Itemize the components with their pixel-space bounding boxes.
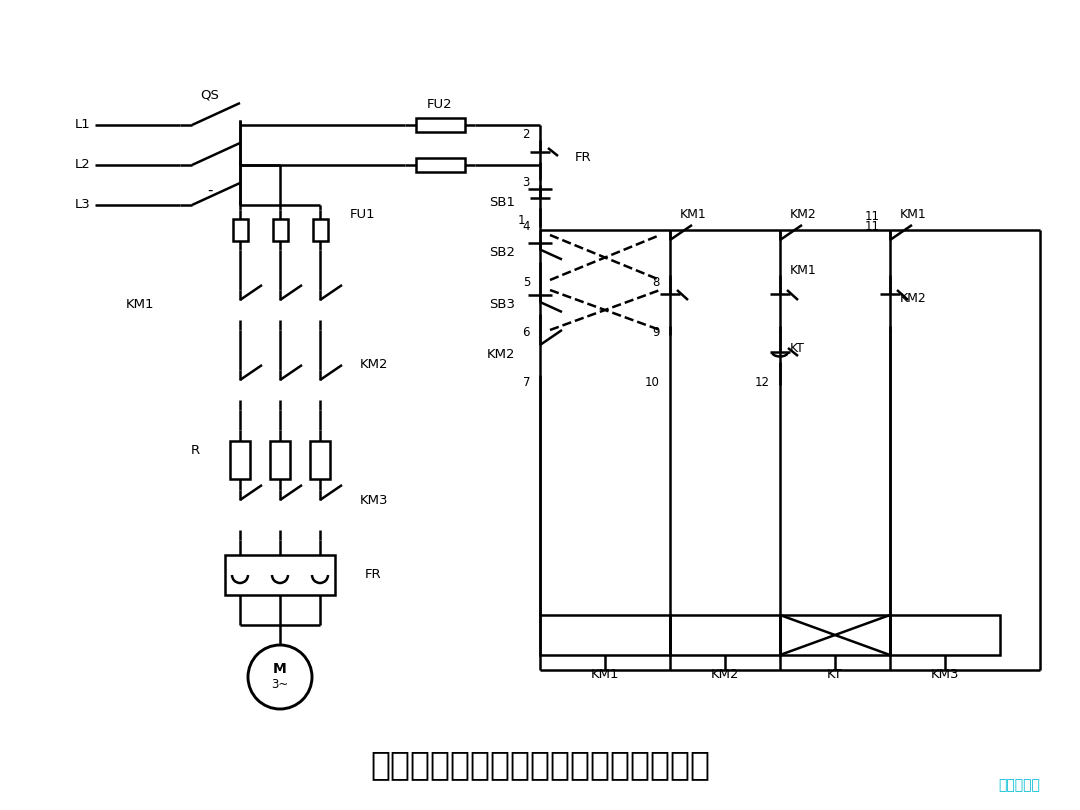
Text: 9: 9 — [652, 326, 660, 339]
Bar — [416, 118, 464, 132]
Text: KM2: KM2 — [360, 359, 389, 372]
Text: 5: 5 — [523, 275, 530, 288]
Text: L3: L3 — [75, 198, 90, 211]
Text: FR: FR — [575, 151, 592, 164]
Text: KM1: KM1 — [789, 263, 816, 276]
Text: KM2: KM2 — [900, 292, 927, 305]
Text: KM2: KM2 — [486, 348, 515, 361]
Text: 3~: 3~ — [271, 679, 288, 692]
Bar — [272, 219, 287, 241]
Bar — [780, 615, 890, 655]
Text: L2: L2 — [75, 159, 90, 172]
Text: 3: 3 — [523, 176, 530, 189]
Text: 12: 12 — [755, 376, 770, 389]
Text: KM1: KM1 — [591, 668, 619, 681]
Text: 11: 11 — [865, 211, 880, 224]
Bar — [230, 441, 249, 480]
Text: 11: 11 — [865, 220, 880, 233]
Text: KM1: KM1 — [680, 208, 706, 221]
Text: 6: 6 — [523, 326, 530, 339]
Text: 1: 1 — [517, 214, 525, 227]
Text: -: - — [207, 182, 213, 198]
Bar — [310, 441, 330, 480]
Text: FU2: FU2 — [428, 99, 453, 112]
Text: KM1: KM1 — [900, 208, 927, 221]
Text: 7: 7 — [523, 376, 530, 389]
Text: 2: 2 — [523, 129, 530, 142]
Bar — [416, 158, 464, 172]
Text: SB3: SB3 — [489, 299, 515, 312]
Bar — [670, 615, 780, 655]
Text: FR: FR — [365, 569, 381, 582]
Text: 4: 4 — [523, 220, 530, 233]
Text: KM3: KM3 — [931, 668, 959, 681]
Text: QS: QS — [201, 88, 219, 101]
Text: KM2: KM2 — [711, 668, 739, 681]
Bar — [312, 219, 327, 241]
Bar — [540, 615, 670, 655]
Text: KM2: KM2 — [789, 208, 816, 221]
Text: FU1: FU1 — [350, 208, 376, 221]
Text: KT: KT — [789, 342, 805, 355]
Text: KT: KT — [827, 668, 842, 681]
Text: SB1: SB1 — [489, 196, 515, 209]
Text: KM1: KM1 — [125, 299, 154, 312]
Text: KM3: KM3 — [360, 493, 389, 506]
Text: M: M — [273, 662, 287, 676]
Text: 8: 8 — [652, 275, 660, 288]
Bar — [225, 555, 335, 595]
Bar — [890, 615, 1000, 655]
Text: R: R — [190, 444, 200, 457]
Text: SB2: SB2 — [489, 246, 515, 259]
Bar — [232, 219, 247, 241]
Text: 串电阻降压启动电动机正反转控制电路: 串电阻降压启动电动机正反转控制电路 — [370, 748, 710, 782]
Text: 10: 10 — [645, 376, 660, 389]
Bar — [270, 441, 291, 480]
Text: 自动秒链接: 自动秒链接 — [998, 778, 1040, 792]
Text: L1: L1 — [75, 118, 90, 131]
